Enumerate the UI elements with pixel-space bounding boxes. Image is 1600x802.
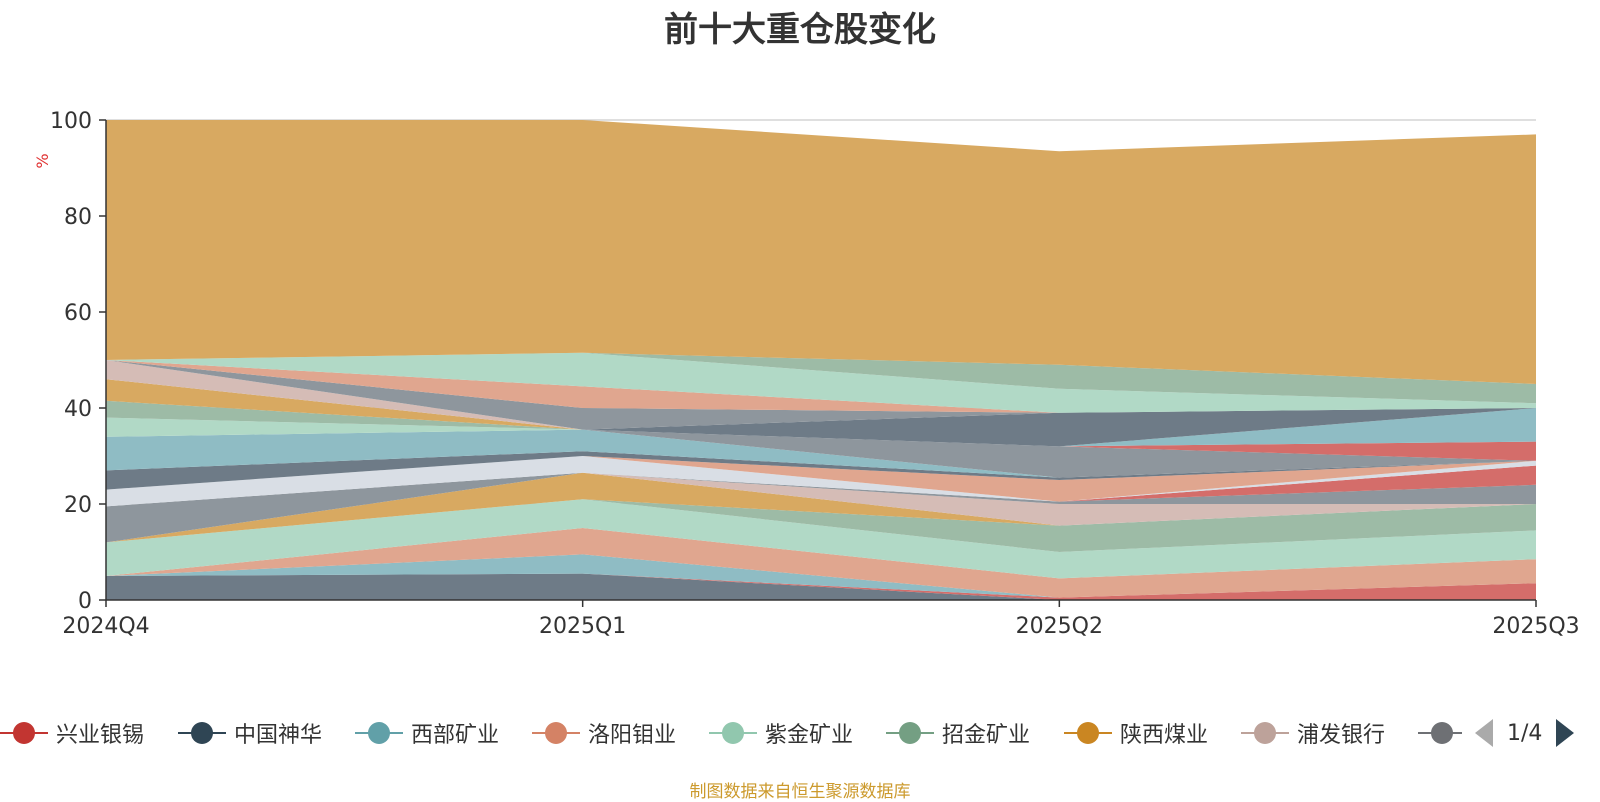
legend-items: 兴业银锡 中国神华 西部矿业 洛阳钼业 紫金矿业 招金矿业 陕西煤业 浦发银行 …: [0, 715, 1462, 751]
legend-item[interactable]: 洛阳钼业: [532, 715, 676, 751]
y-tick-label: 60: [64, 301, 92, 326]
area-band-4[interactable]: [106, 528, 1536, 598]
legend-marker-icon: [709, 715, 757, 751]
area-band-2[interactable]: [106, 573, 1536, 600]
legend-label: 陕西煤业: [1120, 723, 1209, 748]
legend-label: 浦发银行: [1297, 723, 1386, 748]
y-tick-label: 40: [64, 397, 92, 422]
area-band-10[interactable]: [106, 465, 1536, 507]
stacked-areas: [106, 120, 1536, 600]
legend: 兴业银锡 中国神华 西部矿业 洛阳钼业 紫金矿业 招金矿业 陕西煤业 浦发银行 … 1/4: [0, 715, 1600, 751]
area-band-28[interactable]: [106, 120, 1536, 384]
legend-label: 紫金矿业: [765, 723, 854, 748]
area-band-12[interactable]: [106, 456, 1536, 502]
area-band-21[interactable]: [106, 379, 1536, 447]
legend-label: 招金矿业: [942, 723, 1031, 748]
legend-item[interactable]: 招金矿业: [886, 715, 1030, 751]
y-axis-label: %: [33, 153, 52, 168]
x-tick-label: 2025Q1: [539, 614, 626, 639]
legend-label: 兴业银锡: [56, 723, 145, 748]
legend-item[interactable]: …: [1418, 715, 1462, 751]
legend-label: 洛阳钼业: [588, 723, 677, 748]
area-band-15[interactable]: [106, 429, 1536, 478]
x-tick-label: 2025Q3: [1492, 614, 1579, 639]
legend-item[interactable]: 中国神华: [178, 715, 322, 751]
area-band-24[interactable]: [106, 360, 1536, 430]
legend-marker-icon: [355, 715, 403, 751]
area-band-22[interactable]: [106, 379, 1536, 447]
x-tick-label: 2024Q4: [62, 614, 149, 639]
source-note: 制图数据来自恒生聚源数据库: [689, 782, 911, 802]
legend-marker-icon: [532, 715, 580, 751]
legend-item[interactable]: 浦发银行: [1241, 715, 1385, 751]
legend-marker-icon: [1241, 715, 1289, 751]
legend-marker-icon: [0, 715, 48, 751]
legend-marker-icon: [1418, 715, 1462, 751]
area-band-19[interactable]: [106, 400, 1536, 447]
legend-prev-page-icon[interactable]: [1475, 719, 1493, 747]
area-band-11[interactable]: [106, 456, 1536, 507]
area-band-20[interactable]: [106, 379, 1536, 447]
legend-label: 西部矿业: [411, 723, 500, 748]
area-band-14[interactable]: [106, 451, 1536, 490]
legend-page-indicator: 1/4: [1507, 720, 1543, 746]
area-band-7[interactable]: [106, 472, 1536, 543]
legend-label: 中国神华: [234, 723, 323, 748]
legend-marker-icon: [178, 715, 226, 751]
legend-item[interactable]: 紫金矿业: [709, 715, 853, 751]
x-tick-label: 2025Q2: [1016, 614, 1103, 639]
legend-item[interactable]: 陕西煤业: [1064, 715, 1208, 751]
area-band-25[interactable]: [106, 360, 1536, 413]
area-band-5[interactable]: [106, 499, 1536, 579]
area-band-1[interactable]: [106, 573, 1536, 600]
area-band-18[interactable]: [106, 417, 1536, 447]
y-tick-label: 0: [78, 589, 92, 614]
chart-title: 前十大重仓股变化: [664, 10, 936, 50]
area-band-6[interactable]: [106, 499, 1536, 552]
legend-next-page-icon[interactable]: [1556, 719, 1575, 747]
area-band-26[interactable]: [106, 352, 1536, 413]
y-tick-label: 80: [64, 205, 92, 230]
area-band-8[interactable]: [106, 472, 1536, 543]
legend-item[interactable]: 西部矿业: [355, 715, 499, 751]
y-tick-label: 20: [64, 493, 92, 518]
legend-pager: 1/4: [1475, 715, 1575, 751]
legend-marker-icon: [1064, 715, 1112, 751]
legend-marker-icon: [886, 715, 934, 751]
legend-item[interactable]: 兴业银锡: [0, 715, 144, 751]
area-band-27[interactable]: [106, 352, 1536, 404]
area-band-3[interactable]: [106, 554, 1536, 598]
area-band-16[interactable]: [106, 429, 1536, 478]
area-band-17[interactable]: [106, 429, 1536, 461]
y-tick-label: 100: [50, 109, 92, 134]
area-band-23[interactable]: [106, 360, 1536, 430]
axes: 0 20 40 60 80 100 2024Q4 2025Q1 2025Q2 2025Q3: [50, 109, 1580, 639]
